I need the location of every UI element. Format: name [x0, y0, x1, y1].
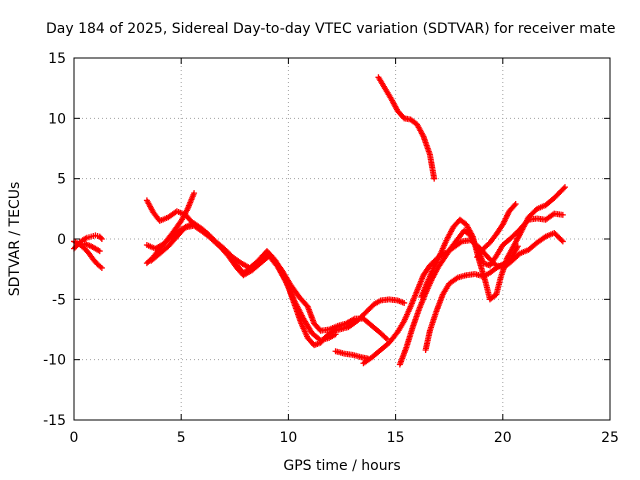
- y-tick-label: 10: [48, 111, 66, 127]
- data-point-fill: [515, 251, 522, 258]
- y-tick-label: -10: [43, 353, 66, 369]
- data-point: [431, 175, 438, 182]
- y-tick-label: -15: [43, 413, 66, 429]
- series-12: [474, 201, 519, 261]
- data-point-fill: [560, 185, 567, 192]
- plot-frame: [73, 57, 611, 421]
- y-tick-label: 15: [48, 51, 66, 67]
- data-point: [98, 264, 105, 271]
- data-points: [71, 74, 568, 368]
- series-2: [81, 240, 103, 255]
- y-tick-label: 5: [57, 172, 66, 188]
- chart-title: Day 184 of 2025, Sidereal Day-to-day VTE…: [46, 21, 616, 37]
- grid-lines: [74, 58, 610, 420]
- y-tick-label: 0: [57, 232, 66, 248]
- data-point-fill: [316, 326, 323, 333]
- series-1: [71, 232, 105, 252]
- x-tick-label: 15: [387, 430, 405, 446]
- data-point: [512, 201, 519, 208]
- data-point: [332, 331, 339, 338]
- x-tick-label: 5: [177, 430, 186, 446]
- data-point: [401, 299, 408, 306]
- series-3: [143, 222, 408, 349]
- x-tick-label: 20: [494, 430, 512, 446]
- series-6: [148, 220, 339, 344]
- data-point-fill: [511, 202, 518, 209]
- data-point: [561, 184, 568, 191]
- data-point: [98, 236, 105, 242]
- y-axis-label: SDTVAR / TECUs: [7, 182, 23, 297]
- x-axis-label: GPS time / hours: [283, 458, 400, 474]
- x-tick-label: 0: [70, 430, 79, 446]
- x-tick-label: 25: [601, 430, 619, 446]
- x-tick-label: 10: [279, 430, 297, 446]
- data-point-fill: [558, 237, 565, 244]
- data-point: [96, 248, 103, 255]
- data-point-fill: [97, 234, 104, 241]
- data-point: [559, 238, 566, 245]
- data-point-fill: [382, 334, 389, 341]
- series-13: [375, 74, 438, 182]
- data-point: [191, 190, 198, 197]
- series-11: [418, 184, 568, 303]
- data-point: [384, 336, 391, 343]
- y-tick-label: -5: [52, 292, 66, 308]
- axis-ticks: 0 5 10 15 20 25 -15 -10 -5 0 5 10 15: [43, 51, 619, 446]
- data-point: [559, 211, 566, 218]
